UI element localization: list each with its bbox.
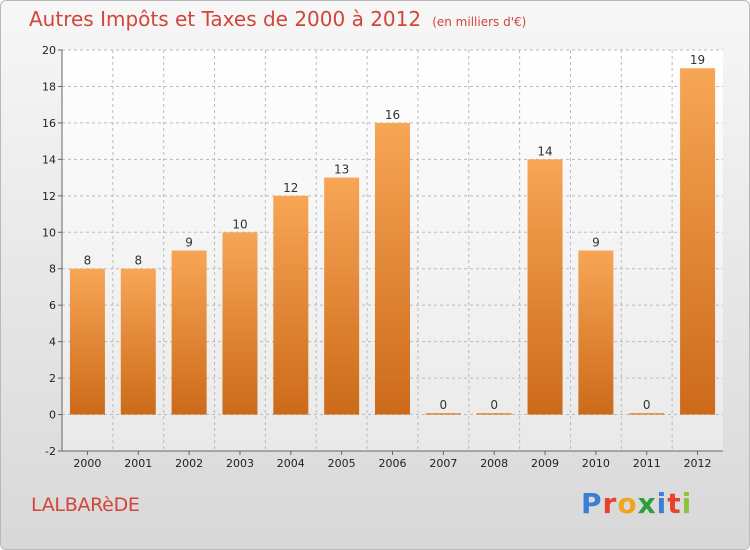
logo-letter: r bbox=[602, 487, 618, 520]
x-tick-label-2005: 2005 bbox=[328, 457, 356, 470]
y-tick-label: 16 bbox=[42, 117, 56, 130]
x-tick-label-2006: 2006 bbox=[379, 457, 407, 470]
proxiti-logo[interactable]: Proxiti bbox=[581, 487, 692, 520]
x-tick-label-2011: 2011 bbox=[633, 457, 661, 470]
x-tick-label-2008: 2008 bbox=[480, 457, 508, 470]
bar-2004[interactable] bbox=[273, 195, 309, 415]
y-tick-label: 6 bbox=[49, 299, 56, 312]
x-tick-label-2010: 2010 bbox=[582, 457, 610, 470]
x-tick-label-2001: 2001 bbox=[124, 457, 152, 470]
data-label-2009: 14 bbox=[537, 144, 552, 158]
bar-2002[interactable] bbox=[171, 250, 207, 415]
logo-letter: x bbox=[637, 487, 657, 520]
data-label-2004: 12 bbox=[283, 181, 298, 195]
chart-title: Autres Impôts et Taxes de 2000 à 2012 bbox=[29, 7, 422, 31]
x-tick-label-2000: 2000 bbox=[73, 457, 101, 470]
y-tick-label: 12 bbox=[42, 190, 56, 203]
chart-subtitle: (en milliers d'€) bbox=[432, 15, 527, 29]
data-label-2011: 0 bbox=[643, 398, 651, 412]
data-label-2010: 9 bbox=[592, 236, 600, 250]
bar-2012[interactable] bbox=[680, 68, 716, 415]
logo-letter: t bbox=[667, 487, 682, 520]
commune-name: LALBARèDE bbox=[31, 494, 140, 516]
logo-letter: o bbox=[617, 487, 638, 520]
y-tick-label: 0 bbox=[49, 409, 56, 422]
y-tick-label: 14 bbox=[42, 153, 56, 166]
data-label-2007: 0 bbox=[440, 398, 448, 412]
y-tick-label: -2 bbox=[45, 445, 56, 458]
y-tick-label: 18 bbox=[42, 80, 56, 93]
y-tick-label: 20 bbox=[42, 44, 56, 57]
data-label-2000: 8 bbox=[84, 254, 92, 268]
bar-2006[interactable] bbox=[375, 122, 410, 415]
logo-letter: P bbox=[581, 487, 603, 520]
data-label-2006: 16 bbox=[385, 108, 400, 122]
bar-2010[interactable] bbox=[578, 250, 614, 415]
data-label-2012: 19 bbox=[690, 53, 705, 67]
x-tick-label-2004: 2004 bbox=[277, 457, 305, 470]
y-tick-label: 8 bbox=[49, 263, 56, 276]
data-label-2002: 9 bbox=[185, 236, 193, 250]
data-label-2001: 8 bbox=[134, 254, 142, 268]
data-label-2003: 10 bbox=[232, 217, 247, 231]
x-tick-label-2003: 2003 bbox=[226, 457, 254, 470]
y-tick-label: 10 bbox=[42, 226, 56, 239]
x-tick-label-2009: 2009 bbox=[531, 457, 559, 470]
bar-2008[interactable] bbox=[476, 413, 512, 415]
bar-2007[interactable] bbox=[425, 413, 461, 415]
x-tick-label-2007: 2007 bbox=[429, 457, 457, 470]
bar-2009[interactable] bbox=[527, 159, 563, 415]
x-tick-label-2002: 2002 bbox=[175, 457, 203, 470]
bar-2000[interactable] bbox=[69, 268, 105, 415]
y-tick-label: 4 bbox=[49, 336, 56, 349]
logo-letter: i bbox=[681, 487, 693, 520]
logo-letter: i bbox=[656, 487, 668, 520]
y-tick-label: 2 bbox=[49, 372, 56, 385]
bar-2003[interactable] bbox=[222, 232, 258, 415]
data-label-2008: 0 bbox=[490, 398, 498, 412]
data-label-2005: 13 bbox=[334, 163, 349, 177]
bar-2005[interactable] bbox=[324, 177, 360, 415]
x-tick-label-2012: 2012 bbox=[684, 457, 712, 470]
bar-2001[interactable] bbox=[120, 268, 156, 415]
bar-2011[interactable] bbox=[629, 413, 665, 415]
chart-title-block: Autres Impôts et Taxes de 2000 à 2012 (e… bbox=[29, 7, 526, 31]
